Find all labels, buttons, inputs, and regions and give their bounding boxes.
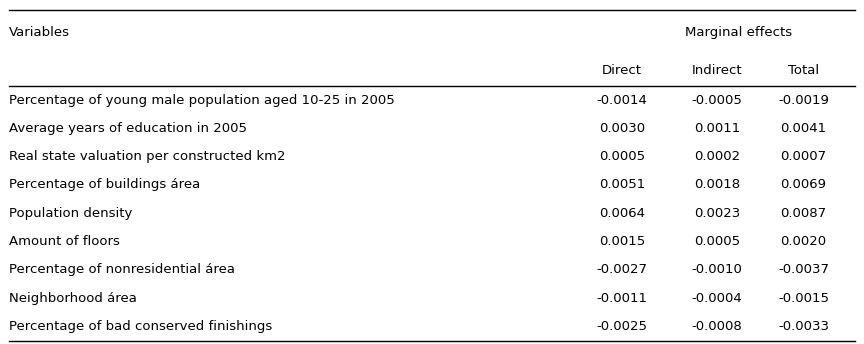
Text: 0.0002: 0.0002 <box>694 150 740 163</box>
Text: Total: Total <box>788 64 819 77</box>
Text: -0.0025: -0.0025 <box>596 320 648 333</box>
Text: -0.0011: -0.0011 <box>596 292 648 305</box>
Text: Marginal effects: Marginal effects <box>685 26 792 39</box>
Text: 0.0041: 0.0041 <box>780 122 827 135</box>
Text: 0.0051: 0.0051 <box>599 179 645 192</box>
Text: Percentage of bad conserved finishings: Percentage of bad conserved finishings <box>9 320 272 333</box>
Text: Real state valuation per constructed km2: Real state valuation per constructed km2 <box>9 150 285 163</box>
Text: 0.0064: 0.0064 <box>599 207 645 220</box>
Text: -0.0014: -0.0014 <box>597 94 647 107</box>
Text: Percentage of young male population aged 10-25 in 2005: Percentage of young male population aged… <box>9 94 394 107</box>
Text: 0.0018: 0.0018 <box>694 179 740 192</box>
Text: Population density: Population density <box>9 207 132 220</box>
Text: Average years of education in 2005: Average years of education in 2005 <box>9 122 246 135</box>
Text: -0.0004: -0.0004 <box>692 292 742 305</box>
Text: 0.0023: 0.0023 <box>694 207 740 220</box>
Text: Amount of floors: Amount of floors <box>9 235 119 248</box>
Text: 0.0007: 0.0007 <box>780 150 827 163</box>
Text: Variables: Variables <box>9 26 70 39</box>
Text: -0.0037: -0.0037 <box>778 264 829 276</box>
Text: -0.0033: -0.0033 <box>778 320 829 333</box>
Text: 0.0020: 0.0020 <box>780 235 827 248</box>
Text: 0.0030: 0.0030 <box>599 122 645 135</box>
Text: 0.0005: 0.0005 <box>599 150 645 163</box>
Text: -0.0008: -0.0008 <box>692 320 742 333</box>
Text: -0.0010: -0.0010 <box>692 264 742 276</box>
Text: 0.0087: 0.0087 <box>780 207 827 220</box>
Text: -0.0015: -0.0015 <box>778 292 829 305</box>
Text: -0.0005: -0.0005 <box>692 94 742 107</box>
Text: Indirect: Indirect <box>692 64 742 77</box>
Text: Direct: Direct <box>602 64 642 77</box>
Text: Neighborhood área: Neighborhood área <box>9 292 137 305</box>
Text: -0.0019: -0.0019 <box>778 94 829 107</box>
Text: 0.0011: 0.0011 <box>694 122 740 135</box>
Text: Percentage of buildings área: Percentage of buildings área <box>9 179 200 192</box>
Text: 0.0005: 0.0005 <box>694 235 740 248</box>
Text: 0.0015: 0.0015 <box>599 235 645 248</box>
Text: -0.0027: -0.0027 <box>596 264 648 276</box>
Text: Percentage of nonresidential área: Percentage of nonresidential área <box>9 264 235 276</box>
Text: 0.0069: 0.0069 <box>780 179 827 192</box>
